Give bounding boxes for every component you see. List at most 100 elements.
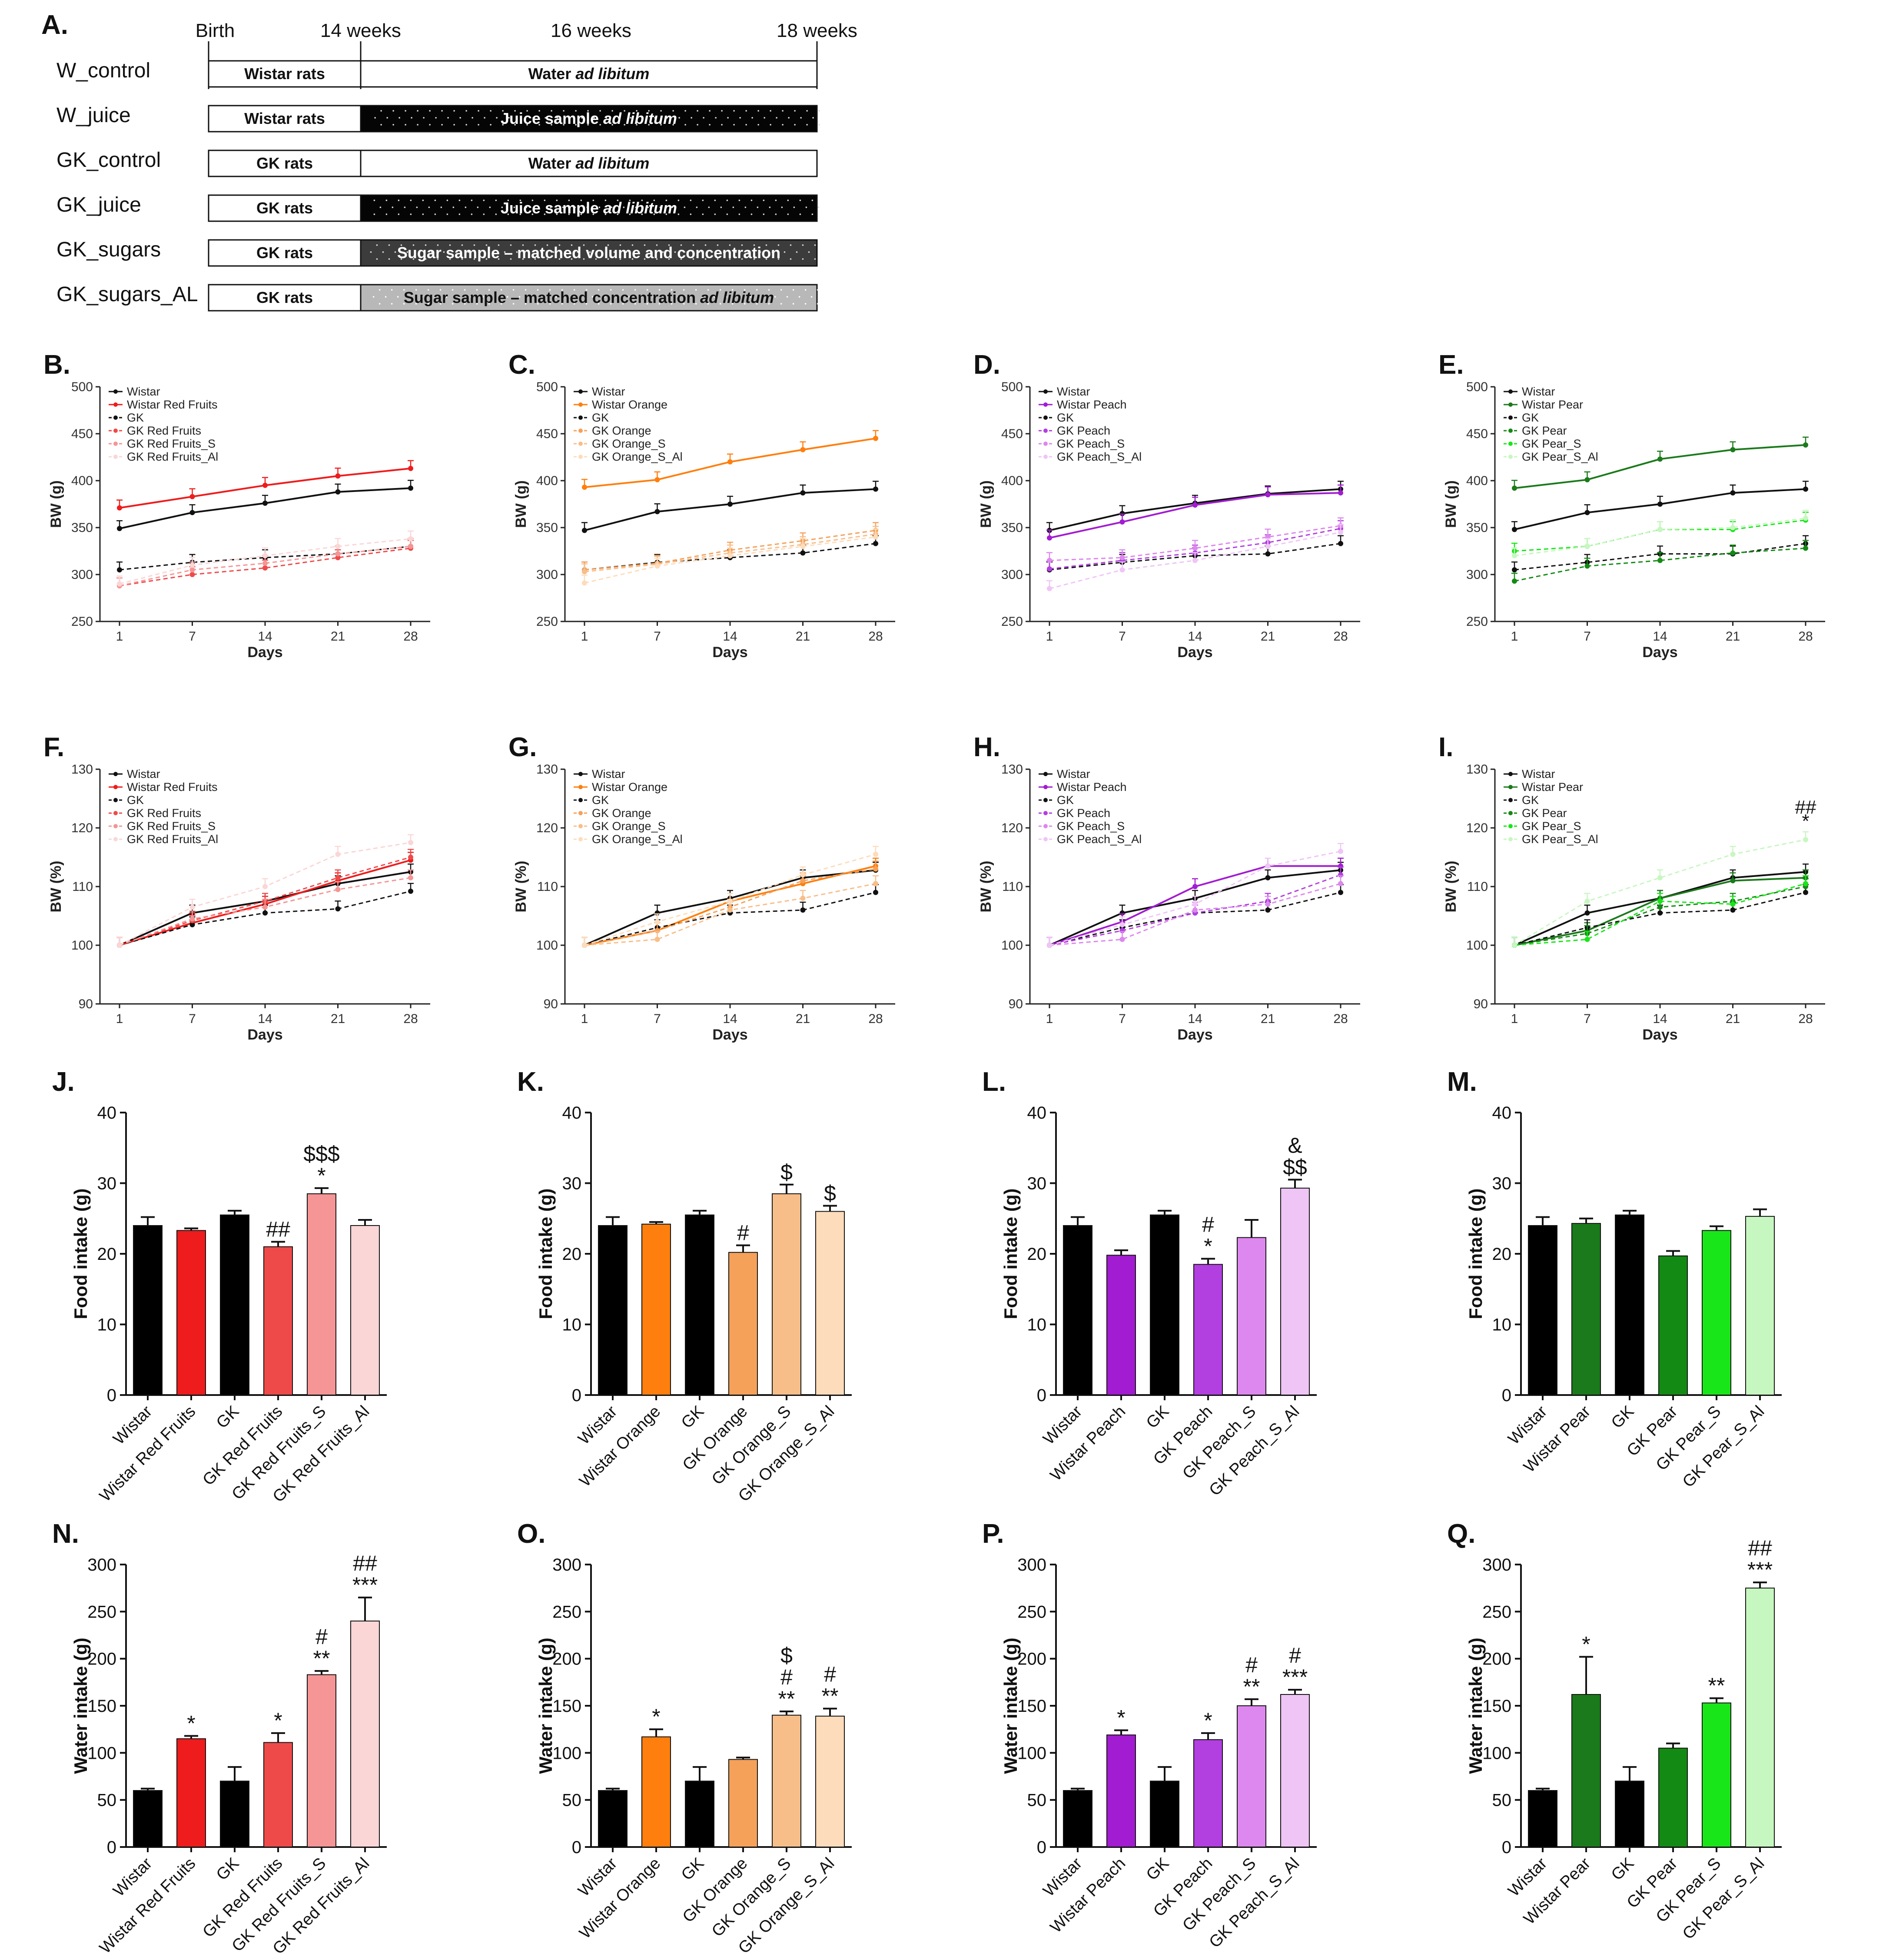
texture-dot	[658, 289, 661, 291]
texture-dot	[525, 206, 528, 208]
x-tick-label: GK	[678, 1402, 708, 1432]
legend-entry: Wistar	[1522, 767, 1555, 781]
texture-dot	[473, 258, 475, 260]
legend-entry: GK Peach_S_Al	[1057, 450, 1142, 463]
bar	[1702, 1230, 1731, 1395]
bar-chart: P. 0 50 100 150 200 250 300 Water intake (g) Wist…	[982, 1519, 1317, 1952]
texture-dot	[470, 296, 472, 298]
x-tick-label: 1	[116, 629, 123, 644]
data-point	[262, 553, 268, 558]
panel-label: A.	[41, 10, 68, 40]
data-point	[408, 875, 413, 880]
x-tick-label: GK	[1143, 1854, 1173, 1884]
texture-dot	[386, 117, 388, 119]
legend-marker	[1043, 837, 1048, 841]
texture-dot	[738, 213, 740, 215]
texture-dot	[720, 206, 722, 208]
texture-dot	[398, 117, 400, 119]
texture-dot	[715, 117, 717, 119]
series: Wistar Red Fruits	[109, 781, 414, 948]
legend-entry: GK	[1522, 411, 1539, 424]
texture-dot	[646, 289, 648, 291]
y-tick-label: 130	[71, 762, 93, 777]
texture-dot	[798, 296, 800, 298]
significance-label: **	[778, 1687, 795, 1711]
x-tick-label: Wistar Peach	[1047, 1402, 1129, 1485]
texture-dot	[563, 124, 564, 126]
x-tick-label: 14	[258, 629, 272, 644]
legend-marker	[1043, 429, 1048, 433]
texture-dot	[788, 117, 790, 119]
data-point	[117, 567, 122, 573]
texture-dot	[690, 199, 692, 201]
data-point	[727, 459, 733, 465]
texture-dot	[405, 124, 406, 126]
data-point	[727, 898, 733, 904]
y-axis-label: BW (%)	[513, 861, 529, 913]
series-line	[584, 529, 876, 571]
bar	[815, 1211, 845, 1395]
texture-dot	[563, 110, 564, 112]
legend-marker	[578, 772, 583, 776]
texture-dot	[458, 213, 461, 215]
x-tick-label: 28	[1798, 629, 1813, 644]
texture-dot	[534, 258, 536, 260]
texture-dot	[531, 213, 534, 215]
x-tick-label: 14	[1653, 629, 1667, 644]
data-point	[335, 544, 341, 549]
y-tick-label: 90	[1009, 997, 1023, 1011]
texture-dot	[522, 244, 524, 246]
legend-entry: GK Red Fruits_Al	[127, 450, 218, 463]
timeline-label: 18 weeks	[777, 20, 857, 41]
texture-dot	[449, 258, 451, 260]
texture-dot	[817, 289, 819, 291]
texture-dot	[477, 206, 479, 208]
series: GK Peach_S_Al	[1039, 833, 1344, 948]
bar	[1658, 1255, 1688, 1395]
texture-dot	[591, 296, 594, 298]
bar	[1571, 1223, 1601, 1395]
y-axis-label: BW (g)	[1443, 480, 1459, 528]
texture-dot	[630, 117, 631, 119]
x-tick-label: 1	[581, 629, 588, 644]
y-tick-label: 300	[1466, 568, 1488, 582]
data-point	[1803, 515, 1808, 521]
treatment-text: Juice sample	[501, 110, 603, 127]
texture-dot	[562, 206, 564, 208]
texture-dot	[595, 258, 597, 260]
texture-dot	[405, 110, 406, 112]
texture-dot	[622, 303, 624, 305]
texture-dot	[729, 258, 731, 260]
bar	[1150, 1214, 1179, 1395]
texture-dot	[437, 258, 439, 260]
texture-dot	[403, 303, 405, 305]
bar	[220, 1781, 249, 1848]
texture-dot	[739, 117, 741, 119]
line-chart: F. 90 100 110 120 130 1 7 14 21 28 Days BW (%) Wistar…	[43, 732, 430, 1043]
treatment-text: Water	[528, 154, 576, 172]
texture-dot	[680, 244, 682, 246]
data-point	[654, 937, 660, 942]
legend-marker	[578, 402, 583, 407]
texture-dot	[513, 206, 515, 208]
texture-dot	[659, 206, 661, 208]
texture-dot	[416, 206, 418, 208]
legend-entry: GK Orange_S	[592, 820, 666, 833]
data-point	[654, 477, 660, 482]
texture-dot	[634, 303, 636, 305]
x-tick-label: GK	[678, 1854, 708, 1884]
bar	[133, 1790, 163, 1847]
texture-dot	[385, 199, 388, 201]
texture-dot	[549, 303, 551, 305]
texture-dot	[711, 251, 713, 253]
data-point	[727, 907, 733, 913]
data-point	[1512, 943, 1517, 948]
texture-dot	[556, 213, 558, 215]
data-point	[1265, 875, 1271, 880]
series-line	[1049, 528, 1341, 570]
series-line	[1514, 839, 1806, 946]
legend-marker	[1508, 442, 1513, 446]
bar	[685, 1214, 714, 1395]
texture-dot	[564, 251, 567, 253]
data-point	[189, 494, 195, 499]
